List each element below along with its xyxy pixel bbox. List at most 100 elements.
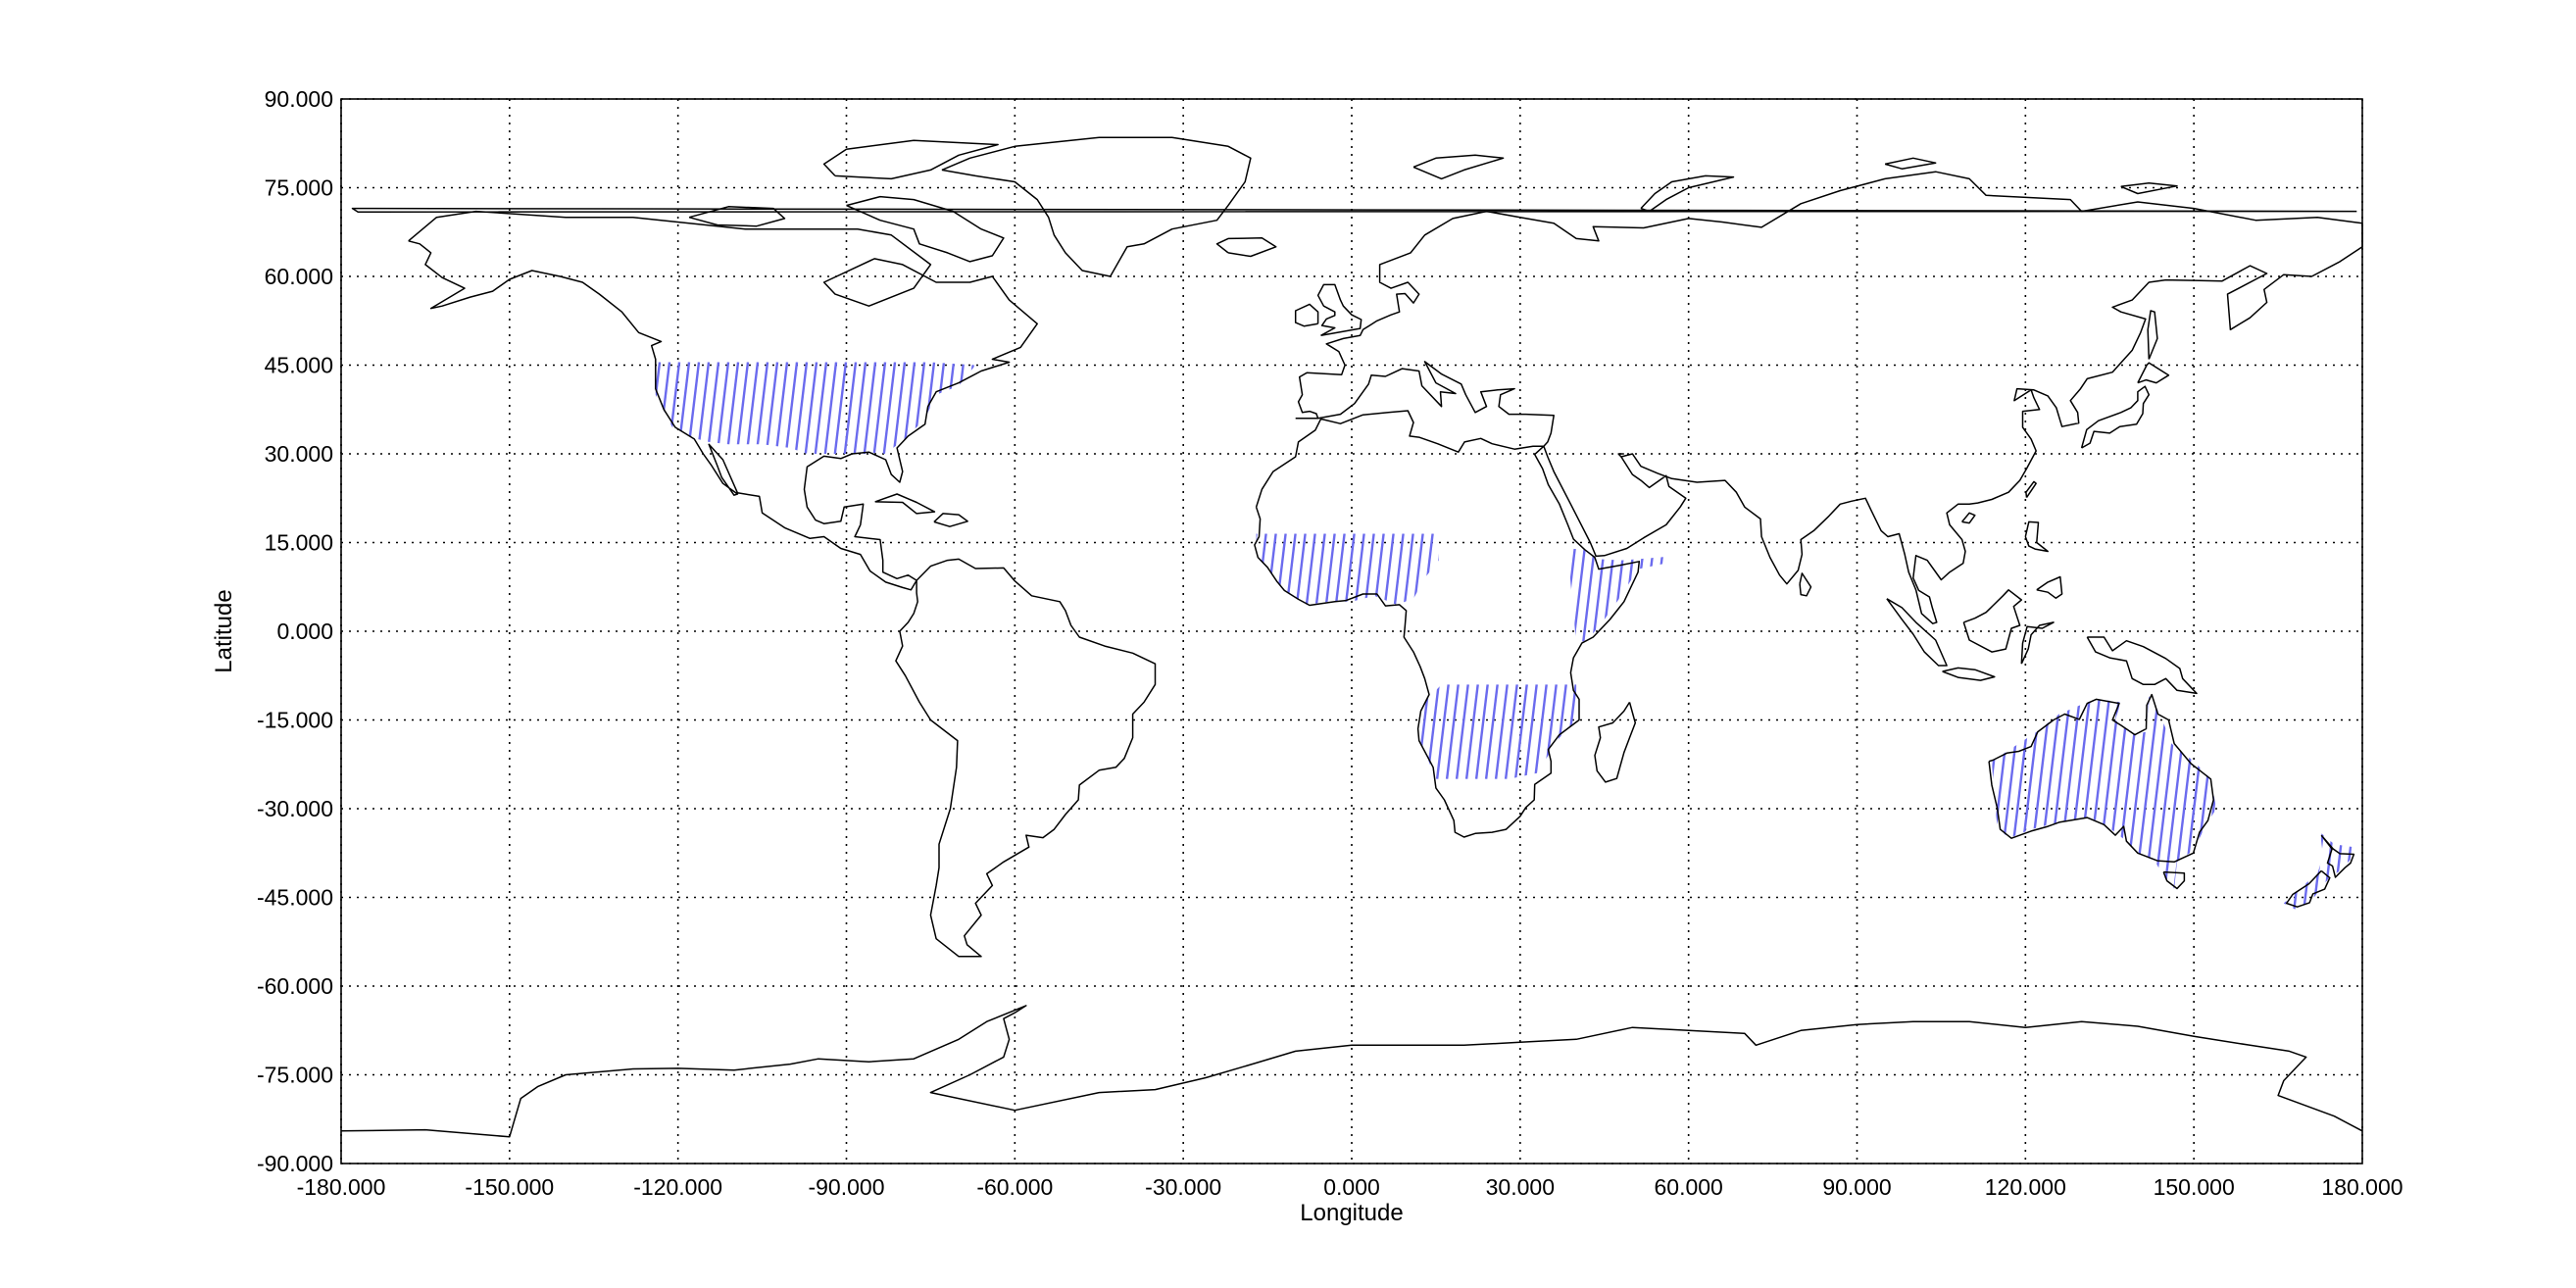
coastline-sri-lanka bbox=[1799, 572, 1812, 597]
hatch-stroke bbox=[892, 362, 907, 455]
hatch-stroke bbox=[951, 362, 966, 455]
coastline-severnaya-zemlya bbox=[1884, 157, 1937, 170]
hatch-stroke bbox=[1992, 696, 1994, 889]
hatch-stroke bbox=[823, 362, 838, 455]
hatch-stroke bbox=[1403, 533, 1414, 605]
hatch-stroke bbox=[941, 362, 956, 455]
hatch-stroke bbox=[667, 362, 681, 455]
hatch-stroke bbox=[2104, 696, 2131, 889]
grid-lines bbox=[340, 98, 2363, 1164]
hatch-stroke bbox=[2362, 832, 2371, 910]
x-tick-label: -90.000 bbox=[808, 1174, 884, 1200]
coastline-south-america bbox=[895, 558, 1157, 958]
hatch-stroke bbox=[843, 362, 858, 455]
coastline-new-guinea bbox=[2086, 636, 2198, 695]
hatch-stroke bbox=[1671, 549, 1683, 644]
hatch-stroke bbox=[1523, 684, 1538, 779]
hatch-stroke bbox=[629, 363, 640, 455]
y-tick-label: -90.000 bbox=[257, 1151, 333, 1176]
coastline-madagascar bbox=[1594, 701, 1637, 783]
coastline-ireland bbox=[1294, 303, 1319, 327]
y-tick-label: 15.000 bbox=[265, 530, 333, 556]
coastline-ellesmere-island bbox=[822, 139, 999, 180]
x-tick-label: 120.000 bbox=[1985, 1174, 2066, 1200]
hatch-stroke bbox=[1562, 684, 1577, 779]
x-tick-label: 60.000 bbox=[1654, 1174, 1722, 1200]
hatch-stroke bbox=[1464, 684, 1479, 779]
y-tick-label: -15.000 bbox=[257, 708, 333, 733]
highlighted-region-horn-of-africa bbox=[1554, 548, 1683, 644]
y-tick-label: -30.000 bbox=[257, 796, 333, 821]
hatch-stroke bbox=[1584, 684, 1596, 779]
hatch-stroke bbox=[2342, 832, 2353, 910]
x-tick-label: 0.000 bbox=[1323, 1174, 1380, 1200]
hatch-stroke bbox=[1418, 684, 1420, 779]
y-tick-label: -75.000 bbox=[257, 1063, 333, 1088]
hatch-stroke bbox=[696, 362, 711, 455]
hatch-stroke bbox=[1432, 533, 1439, 605]
hatch-stroke bbox=[2223, 696, 2247, 891]
hatch-stroke bbox=[1334, 533, 1346, 605]
hatch-stroke bbox=[1610, 548, 1625, 644]
hatch-stroke bbox=[814, 362, 828, 455]
coastline-greenland bbox=[941, 136, 1252, 277]
coastline-new-siberian-islands bbox=[2120, 181, 2178, 195]
coastline-philippines-luzon bbox=[2024, 520, 2049, 553]
hatch-stroke bbox=[2055, 696, 2082, 889]
x-tick-label: 150.000 bbox=[2154, 1174, 2235, 1200]
x-tick-label: -60.000 bbox=[976, 1174, 1053, 1200]
coastline-tasmania bbox=[2162, 870, 2186, 890]
coastline-japan bbox=[2080, 385, 2151, 449]
hatch-stroke bbox=[725, 362, 740, 455]
coastline-hokkaido bbox=[2137, 362, 2170, 384]
hatch-stroke bbox=[872, 362, 887, 455]
coastline-svalbard bbox=[1412, 154, 1505, 180]
hatch-stroke bbox=[833, 362, 848, 455]
hatch-stroke bbox=[970, 362, 976, 455]
hatch-stroke bbox=[853, 362, 867, 455]
hatch-stroke bbox=[1314, 533, 1326, 605]
hatch-stroke bbox=[2143, 696, 2170, 889]
hatch-stroke bbox=[1435, 684, 1450, 779]
hatch-stroke bbox=[2192, 696, 2217, 889]
coastline-iceland bbox=[1215, 237, 1277, 258]
hatch-stroke bbox=[1344, 533, 1356, 605]
hatch-stroke bbox=[2211, 696, 2217, 889]
y-axis-label: Latitude bbox=[211, 589, 237, 672]
hatch-stroke bbox=[1295, 533, 1307, 605]
hatch-stroke bbox=[1373, 533, 1385, 605]
hatch-stroke bbox=[1445, 684, 1460, 779]
hatch-stroke bbox=[1958, 696, 1982, 891]
hatch-stroke bbox=[1554, 549, 1565, 644]
hatch-stroke bbox=[1640, 548, 1655, 644]
x-tick-label: -30.000 bbox=[1145, 1174, 1221, 1200]
coastline-arabian-peninsula-gulf bbox=[1617, 453, 1624, 458]
hatch-stroke bbox=[2123, 696, 2151, 889]
plot-frame bbox=[340, 98, 2363, 1164]
hatch-stroke bbox=[912, 362, 926, 455]
hatch-stroke bbox=[1996, 696, 2023, 889]
hatch-stroke bbox=[755, 362, 769, 455]
hatch-stroke bbox=[2074, 696, 2102, 889]
hatch-stroke bbox=[1571, 548, 1586, 644]
coastline-baffin-island bbox=[846, 195, 1005, 263]
hatch-stroke bbox=[1601, 548, 1615, 644]
hatch-stroke bbox=[2113, 696, 2141, 889]
hatch-stroke bbox=[1238, 534, 1247, 608]
coastline-new-zealand-south bbox=[2285, 869, 2331, 908]
hatch-stroke bbox=[1591, 548, 1606, 644]
hatch-stroke bbox=[2094, 696, 2121, 889]
hatch-stroke bbox=[1444, 534, 1453, 608]
hatch-stroke bbox=[1265, 533, 1277, 605]
hatch-stroke bbox=[1425, 684, 1440, 779]
coastline-australia bbox=[1988, 693, 2214, 864]
coastlines bbox=[340, 136, 2363, 1138]
coastline-great-britain bbox=[1316, 283, 1362, 337]
hatch-stroke bbox=[676, 362, 691, 455]
y-tick-label: -45.000 bbox=[257, 885, 333, 911]
coastline-sakhalin bbox=[2147, 310, 2158, 360]
hatch-stroke bbox=[1494, 684, 1509, 779]
hatch-stroke bbox=[1398, 684, 1410, 779]
x-tick-label: 90.000 bbox=[1822, 1174, 1891, 1200]
